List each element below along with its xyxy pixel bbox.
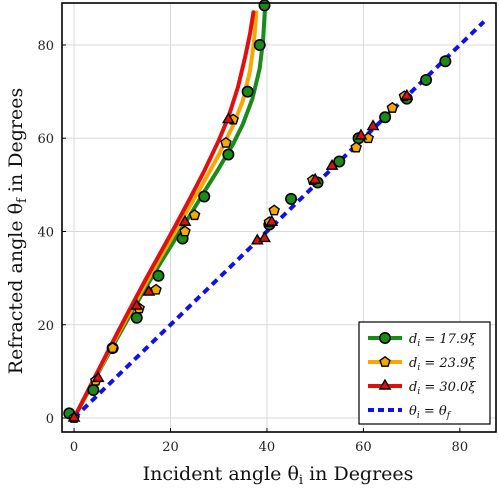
- y-tick-label: 20: [37, 319, 54, 334]
- data-point: [386, 101, 399, 113]
- data-point: [308, 172, 322, 184]
- plot-area: [63, 0, 486, 423]
- data-point: [220, 136, 232, 148]
- data-point: [379, 111, 392, 124]
- legend-swatch-marker: [379, 355, 391, 367]
- x-ticks: 0 20 40 60 80: [70, 428, 468, 455]
- legend-swatch-marker: [378, 331, 391, 344]
- legend-item: θi = θf: [368, 404, 452, 421]
- data-point: [420, 73, 433, 86]
- y-tick-label: 60: [37, 132, 54, 147]
- data-point: [354, 128, 368, 140]
- legend-swatch-marker: [378, 378, 392, 390]
- data-point: [333, 155, 346, 168]
- data-point: [179, 225, 191, 237]
- legend-label: di = 23.9ξ: [409, 356, 476, 373]
- legend-item: di = 17.9ξ: [368, 331, 476, 349]
- data-point: [106, 342, 119, 353]
- legend-label: di = 17.9ξ: [409, 332, 476, 349]
- data-point: [265, 214, 279, 226]
- data-point: [222, 148, 235, 161]
- data-point: [130, 311, 143, 324]
- data-point: [400, 88, 414, 100]
- legend-item: di = 30.0ξ: [368, 378, 476, 397]
- data-point: [178, 214, 192, 226]
- data-point: [258, 0, 271, 12]
- y-ticks: 0 20 40 60 80: [37, 39, 66, 427]
- data-point: [198, 190, 211, 203]
- data-point: [350, 141, 362, 153]
- data-point: [188, 209, 201, 221]
- data-point: [130, 298, 144, 310]
- y-tick-label: 80: [37, 39, 54, 54]
- y-axis-label: Refracted angle θf in Degrees: [5, 88, 30, 374]
- x-tick-label: 0: [70, 440, 78, 455]
- data-point: [439, 55, 452, 68]
- series-3-markers: [67, 88, 414, 422]
- legend: di = 17.9ξ di = 23.9ξ di = 30.0ξ θi = θf: [358, 321, 491, 425]
- plot-frame: [61, 2, 497, 433]
- data-point: [221, 112, 235, 124]
- data-point: [253, 38, 266, 51]
- data-point: [87, 384, 100, 397]
- data-point: [152, 269, 165, 282]
- y-tick-label: 0: [46, 412, 54, 427]
- x-tick-label: 60: [355, 440, 372, 455]
- legend-label: di = 30.0ξ: [409, 380, 476, 397]
- x-tick-label: 40: [259, 440, 276, 455]
- data-point: [150, 283, 162, 295]
- data-point: [366, 119, 380, 131]
- data-point: [91, 370, 105, 383]
- data-point: [258, 231, 271, 243]
- data-point: [325, 158, 339, 170]
- data-point: [268, 204, 280, 216]
- data-point: [142, 284, 156, 296]
- x-axis-label: Incident angle θi in Degrees: [143, 463, 414, 488]
- y-tick-label: 40: [37, 225, 54, 240]
- data-point: [67, 410, 81, 422]
- legend-item: di = 23.9ξ: [368, 355, 476, 373]
- x-tick-label: 80: [452, 440, 469, 455]
- data-point: [241, 85, 254, 98]
- legend-label: θi = θf: [409, 404, 452, 421]
- x-tick-label: 20: [162, 440, 179, 455]
- data-point: [285, 192, 298, 205]
